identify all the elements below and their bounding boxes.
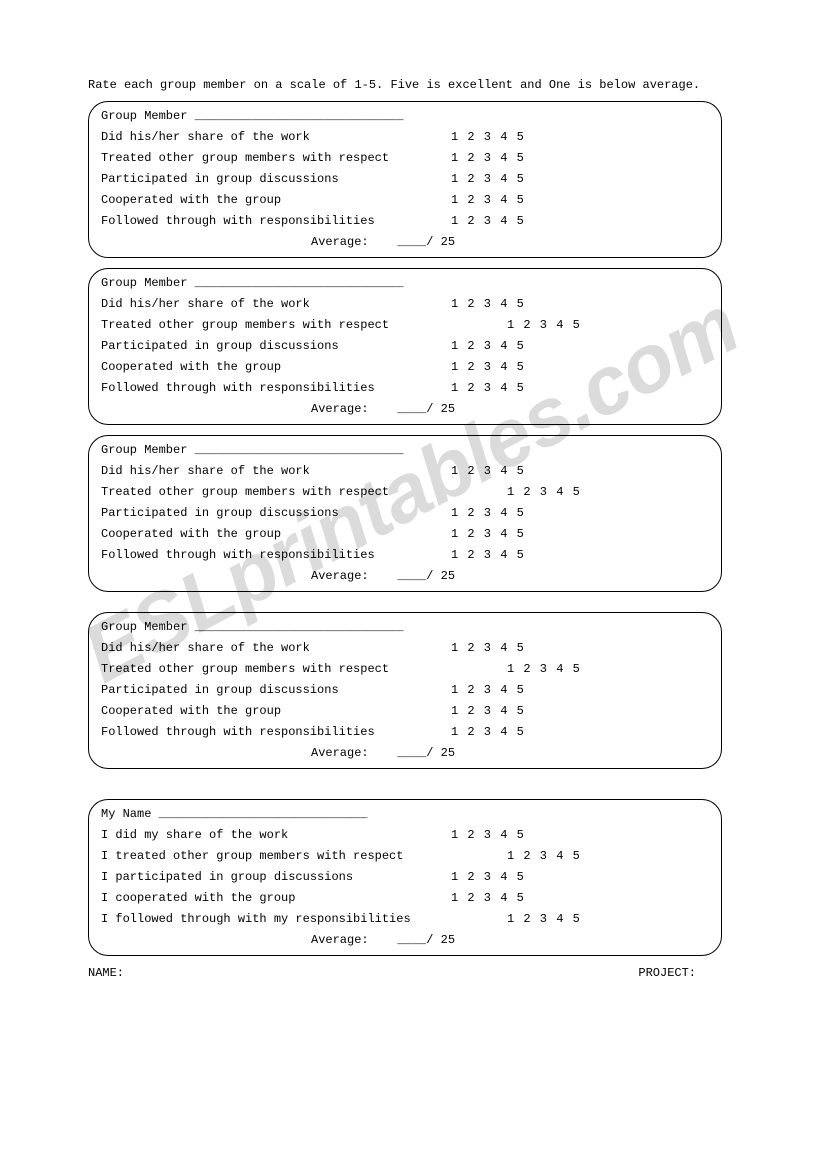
average-row: Average: ____/ 25 [101, 743, 709, 766]
criteria: Did his/her share of the work [101, 638, 451, 659]
criteria: I followed through with my responsibilit… [101, 909, 451, 930]
criteria: Followed through with responsibilities [101, 722, 451, 743]
scale[interactable]: 1 2 3 4 5 [451, 211, 525, 232]
scale[interactable]: 1 2 3 4 5 [451, 846, 581, 867]
scale[interactable]: 1 2 3 4 5 [451, 336, 525, 357]
criteria: Cooperated with the group [101, 190, 451, 211]
scale[interactable]: 1 2 3 4 5 [451, 378, 525, 399]
criteria: Did his/her share of the work [101, 461, 451, 482]
member-box-1: Group Member ___________________________… [88, 101, 722, 258]
scale[interactable]: 1 2 3 4 5 [451, 701, 525, 722]
member-box-3: Group Member ___________________________… [88, 435, 722, 592]
scale[interactable]: 1 2 3 4 5 [451, 888, 525, 909]
criteria: Followed through with responsibilities [101, 545, 451, 566]
scale[interactable]: 1 2 3 4 5 [451, 357, 525, 378]
scale[interactable]: 1 2 3 4 5 [451, 722, 525, 743]
scale[interactable]: 1 2 3 4 5 [451, 659, 581, 680]
average-row: Average: ____/ 25 [101, 566, 709, 589]
member-label: Group Member ___________________________… [101, 273, 403, 294]
self-label: My Name _____________________________ [101, 804, 367, 825]
criteria: Did his/her share of the work [101, 294, 451, 315]
average-row: Average: ____/ 25 [101, 930, 709, 953]
scale[interactable]: 1 2 3 4 5 [451, 461, 525, 482]
instruction-text: Rate each group member on a scale of 1-5… [88, 76, 761, 95]
criteria: Followed through with responsibilities [101, 378, 451, 399]
member-box-4: Group Member ___________________________… [88, 612, 722, 769]
criteria: I cooperated with the group [101, 888, 451, 909]
criteria: Cooperated with the group [101, 357, 451, 378]
scale[interactable]: 1 2 3 4 5 [451, 190, 525, 211]
average-row: Average: ____/ 25 [101, 399, 709, 422]
criteria: Participated in group discussions [101, 503, 451, 524]
scale[interactable]: 1 2 3 4 5 [451, 825, 525, 846]
criteria: Treated other group members with respect [101, 315, 451, 336]
footer-name: NAME: [88, 966, 124, 980]
criteria: Treated other group members with respect [101, 482, 451, 503]
scale[interactable]: 1 2 3 4 5 [451, 482, 581, 503]
member-box-2: Group Member ___________________________… [88, 268, 722, 425]
criteria: Participated in group discussions [101, 336, 451, 357]
average-row: Average: ____/ 25 [101, 232, 709, 255]
criteria: Did his/her share of the work [101, 127, 451, 148]
criteria: Followed through with responsibilities [101, 211, 451, 232]
criteria: Participated in group discussions [101, 680, 451, 701]
scale[interactable]: 1 2 3 4 5 [451, 127, 525, 148]
scale[interactable]: 1 2 3 4 5 [451, 909, 581, 930]
scale[interactable]: 1 2 3 4 5 [451, 545, 525, 566]
member-label: Group Member ___________________________… [101, 440, 403, 461]
criteria: Treated other group members with respect [101, 148, 451, 169]
criteria: Cooperated with the group [101, 524, 451, 545]
criteria: I participated in group discussions [101, 867, 451, 888]
member-label: Group Member ___________________________… [101, 106, 403, 127]
scale[interactable]: 1 2 3 4 5 [451, 503, 525, 524]
criteria: Treated other group members with respect [101, 659, 451, 680]
criteria: Participated in group discussions [101, 169, 451, 190]
footer-project: PROJECT: [638, 966, 696, 980]
scale[interactable]: 1 2 3 4 5 [451, 524, 525, 545]
scale[interactable]: 1 2 3 4 5 [451, 148, 525, 169]
member-label: Group Member ___________________________… [101, 617, 403, 638]
scale[interactable]: 1 2 3 4 5 [451, 294, 525, 315]
criteria: I treated other group members with respe… [101, 846, 451, 867]
footer: NAME: PROJECT: [88, 966, 696, 980]
scale[interactable]: 1 2 3 4 5 [451, 867, 525, 888]
self-box: My Name _____________________________ I … [88, 799, 722, 956]
scale[interactable]: 1 2 3 4 5 [451, 315, 581, 336]
scale[interactable]: 1 2 3 4 5 [451, 169, 525, 190]
scale[interactable]: 1 2 3 4 5 [451, 638, 525, 659]
criteria: I did my share of the work [101, 825, 451, 846]
scale[interactable]: 1 2 3 4 5 [451, 680, 525, 701]
criteria: Cooperated with the group [101, 701, 451, 722]
